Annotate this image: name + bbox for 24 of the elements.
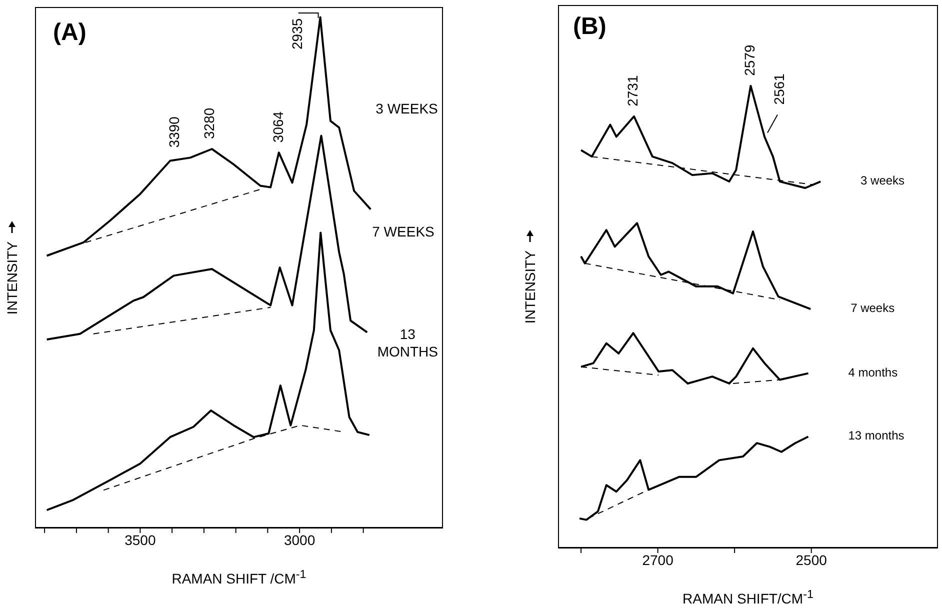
y-axis-title: INTENSITY (4, 240, 20, 314)
chart-title: (A) (53, 19, 86, 47)
text: 13 months (848, 428, 904, 443)
x-tick-label: 3500 (124, 532, 156, 548)
annotation: 3390 (166, 116, 182, 148)
annotation: 3064 (270, 111, 286, 143)
x-tick-label: 2500 (796, 552, 828, 568)
text: 3 weeks (860, 174, 905, 188)
annotation: 3280 (201, 108, 218, 139)
annotation: 2935 (288, 18, 305, 50)
x-tick-label: 2700 (642, 552, 674, 568)
annotation: 2579 (741, 44, 758, 76)
x-tick-label: 3000 (284, 532, 316, 548)
y-axis-title: INTENSITY (522, 250, 538, 324)
annotation: 2731 (624, 75, 641, 106)
text: 7 weeks (850, 301, 895, 316)
x-axis-title: RAMAN SHIFT/CM$^{-1}$ (682, 588, 814, 607)
text: 3 WEEKS (376, 100, 438, 116)
chart-title: (B) (573, 13, 606, 41)
annotation: 2561 (771, 73, 788, 105)
text: 13 MONTHS (377, 326, 438, 360)
x-axis-title: RAMAN SHIFT /CM$^{-1}$ (170, 568, 308, 587)
text: 4 months (848, 365, 898, 380)
text: 7 WEEKS (372, 223, 434, 240)
